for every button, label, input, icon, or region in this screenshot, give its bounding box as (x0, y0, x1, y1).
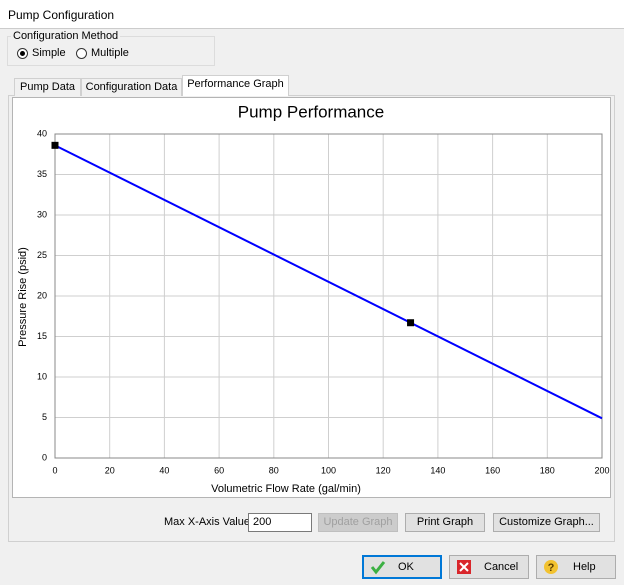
button-icon (370, 559, 386, 575)
button-label: OK (398, 561, 414, 573)
max-x-label: Max X-Axis Value: (164, 516, 254, 528)
x-tick-label: 20 (105, 465, 115, 475)
x-tick-label: 180 (540, 465, 555, 475)
button-label: Help (573, 561, 596, 573)
graph-button: Update Graph (318, 513, 398, 532)
radio-option[interactable]: Simple (17, 46, 66, 60)
y-tick-label: 0 (42, 452, 47, 462)
dialog-button[interactable]: ? Help (536, 555, 616, 579)
graph-button[interactable]: Print Graph (405, 513, 485, 532)
radio-label: Multiple (91, 47, 129, 59)
marker (51, 141, 59, 149)
x-tick-label: 0 (52, 465, 57, 475)
line-series (54, 144, 603, 420)
button-icon: ? (543, 559, 561, 575)
svg-text:?: ? (548, 562, 555, 574)
y-tick-label: 5 (42, 412, 47, 422)
dialog-button[interactable]: OK (362, 555, 442, 579)
x-tick-label: 40 (159, 465, 169, 475)
graph-button[interactable]: Customize Graph... (493, 513, 600, 532)
y-tick-label: 40 (37, 128, 47, 138)
y-tick-label: 30 (37, 209, 47, 219)
y-tick-label: 10 (37, 371, 47, 381)
x-axis-label: Volumetric Flow Rate (gal/min) (211, 483, 361, 495)
x-tick-label: 140 (430, 465, 445, 475)
button-label: Cancel (484, 561, 519, 573)
y-tick-label: 15 (37, 331, 47, 341)
tab[interactable]: Pump Data (14, 78, 81, 96)
radio-option[interactable]: Multiple (76, 46, 129, 60)
y-tick-label: 20 (37, 290, 47, 300)
x-tick-label: 80 (269, 465, 279, 475)
plot-border (54, 133, 603, 459)
x-tick-label: 200 (594, 465, 609, 475)
button-icon (456, 559, 472, 575)
group-label: Configuration Method (11, 30, 121, 42)
tab[interactable]: Performance Graph (182, 75, 289, 96)
max-x-input[interactable]: 200 (248, 513, 312, 532)
radio-button[interactable] (76, 47, 87, 59)
chart-frame: Pump Performance Volumetric Flow Rate (g… (12, 97, 611, 498)
tab[interactable]: Configuration Data (81, 78, 182, 96)
marker (407, 319, 415, 327)
chart-title: Pump Performance (238, 102, 384, 121)
radio-button[interactable] (17, 47, 28, 59)
x-tick-label: 160 (485, 465, 500, 475)
y-tick-label: 35 (37, 169, 47, 179)
y-axis-label: Pressure Rise (psid) (17, 247, 29, 347)
dialog-button[interactable]: Cancel (449, 555, 529, 579)
x-tick-label: 100 (321, 465, 336, 475)
window-title: Pump Configuration (0, 0, 624, 29)
radio-label: Simple (32, 47, 66, 59)
x-tick-label: 60 (214, 465, 224, 475)
x-tick-label: 120 (376, 465, 391, 475)
y-tick-label: 25 (37, 250, 47, 260)
chart: Pump Performance Volumetric Flow Rate (g… (17, 102, 610, 495)
